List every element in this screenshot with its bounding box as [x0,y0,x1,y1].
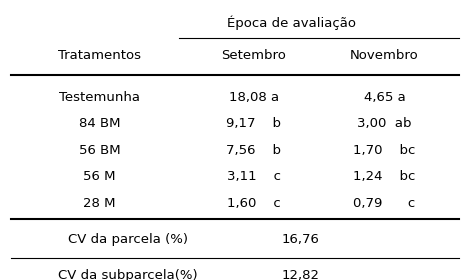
Text: 9,17    b: 9,17 b [226,117,281,130]
Text: 0,79      c: 0,79 c [353,197,415,210]
Text: 16,76: 16,76 [282,234,319,246]
Text: 1,24    bc: 1,24 bc [353,170,415,183]
Text: Novembro: Novembro [350,49,419,62]
Text: 4,65 a: 4,65 a [364,91,406,104]
Text: 56 M: 56 M [83,170,116,183]
Text: 7,56    b: 7,56 b [226,144,281,157]
Text: 84 BM: 84 BM [79,117,120,130]
Text: Tratamentos: Tratamentos [58,49,141,62]
Text: 1,60    c: 1,60 c [227,197,281,210]
Text: 1,70    bc: 1,70 bc [353,144,415,157]
Text: 18,08 a: 18,08 a [228,91,279,104]
Text: 56 BM: 56 BM [78,144,120,157]
Text: Época de avaliação: Época de avaliação [227,15,356,30]
Text: CV da parcela (%): CV da parcela (%) [68,234,188,246]
Text: 12,82: 12,82 [282,269,320,280]
Text: 3,11    c: 3,11 c [227,170,281,183]
Text: Testemunha: Testemunha [59,91,140,104]
Text: 28 M: 28 M [83,197,116,210]
Text: Setembro: Setembro [221,49,286,62]
Text: 3,00  ab: 3,00 ab [357,117,412,130]
Text: CV da subparcela(%): CV da subparcela(%) [58,269,197,280]
